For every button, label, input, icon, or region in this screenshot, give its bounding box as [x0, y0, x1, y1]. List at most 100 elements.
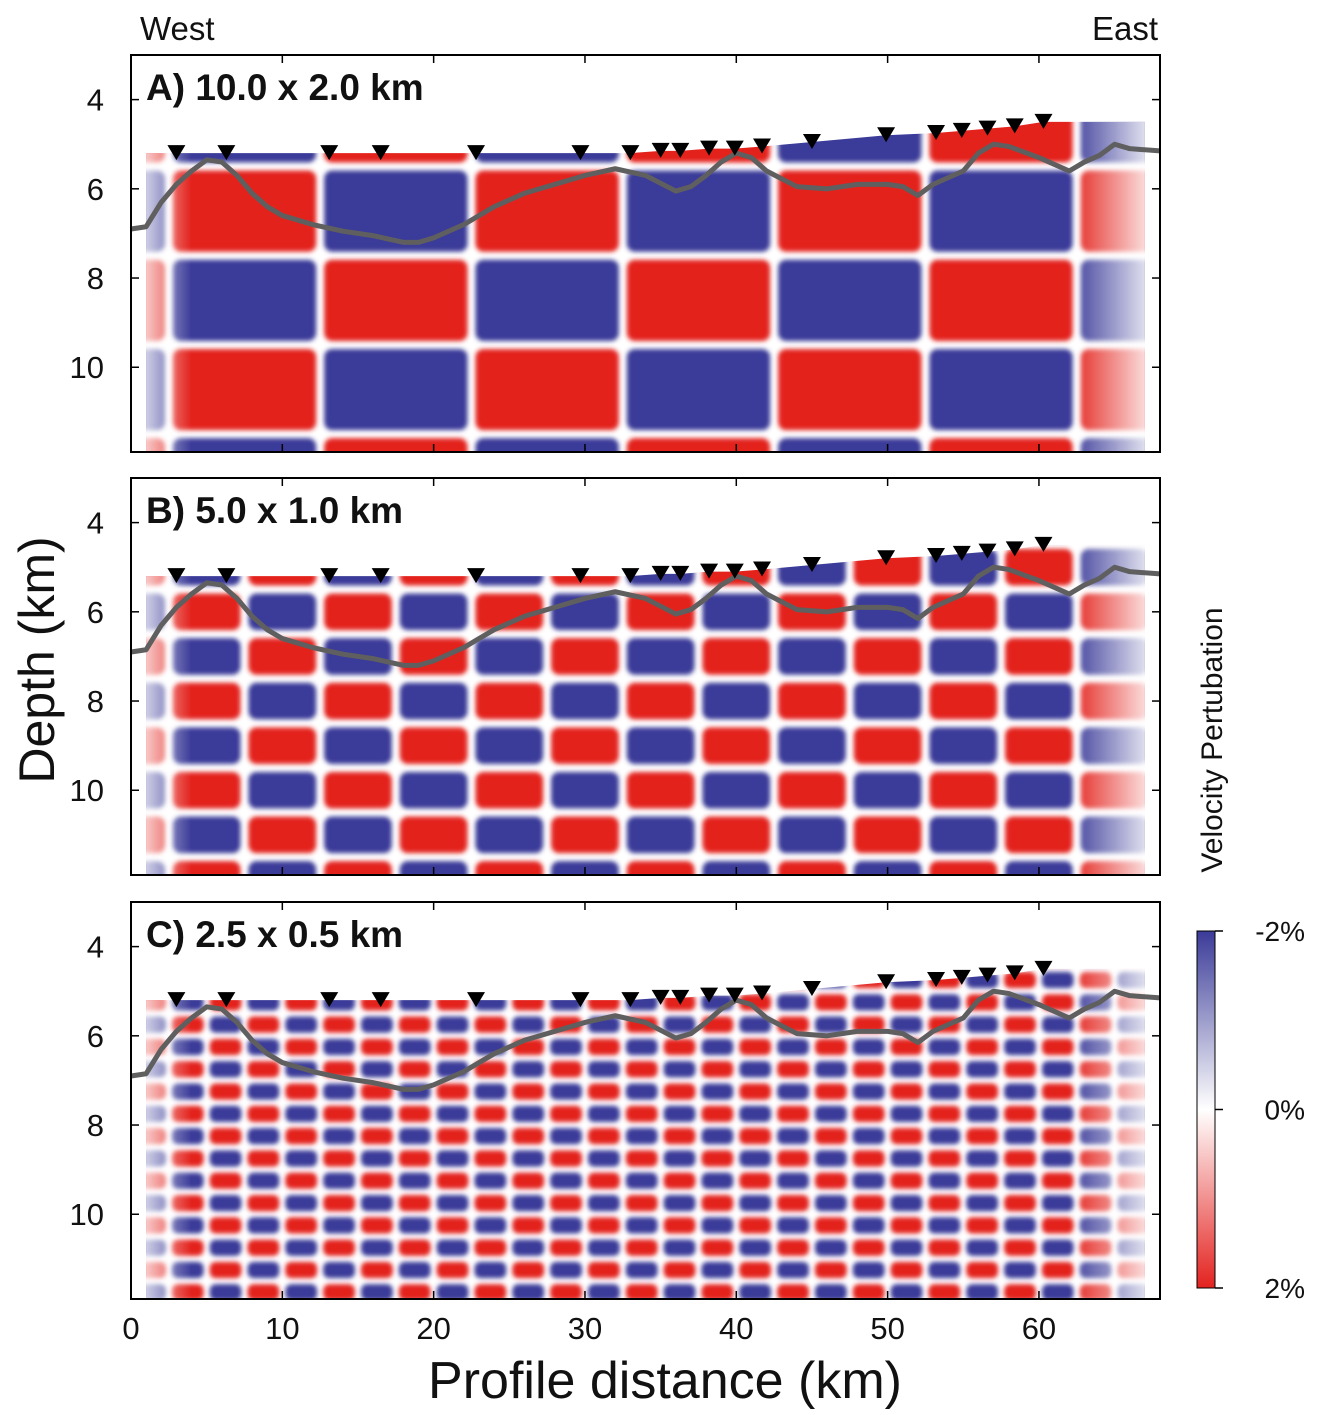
checker-cell: [890, 1217, 923, 1234]
checker-cell: [323, 1194, 355, 1212]
station: [978, 967, 997, 983]
checker-cell: [814, 1128, 847, 1145]
checker-cell: [436, 1016, 469, 1033]
checker-cell: [1041, 1038, 1074, 1056]
checker-cell: [739, 1016, 772, 1033]
checker-cell: [475, 593, 544, 631]
checker-cell: [512, 1016, 545, 1033]
checker-cell: [853, 593, 922, 631]
checker-cell: [361, 1284, 393, 1299]
station: [1034, 960, 1053, 976]
checker-cell: [474, 1016, 507, 1033]
checker-cell: [853, 682, 922, 720]
checker-cell: [1041, 971, 1074, 989]
checker-cell: [1004, 927, 1036, 943]
checker-cell: [550, 1239, 582, 1256]
checker-cell: [324, 861, 392, 875]
checker-cell: [1080, 927, 1112, 943]
station: [320, 568, 339, 584]
checker-cell: [248, 682, 317, 720]
checker-cell: [209, 1038, 242, 1056]
checker-cell: [285, 1083, 318, 1100]
checker-cell: [399, 682, 468, 720]
checker-cell: [929, 348, 1073, 431]
station: [952, 969, 971, 985]
station: [467, 992, 486, 1008]
checker-cell: [625, 1194, 658, 1212]
checker-cell: [1041, 1061, 1074, 1078]
checker-cell: [777, 1128, 809, 1145]
checker-cell: [436, 1284, 469, 1299]
station: [571, 145, 590, 161]
station: [700, 987, 719, 1003]
checker-cell: [929, 593, 998, 631]
checker-cell: [890, 1261, 923, 1279]
checker-cell: [248, 861, 317, 875]
checker-cell: [550, 950, 582, 966]
station: [877, 550, 896, 566]
checker-cell: [626, 950, 658, 966]
checker-cell: [929, 170, 1073, 252]
checker-cell: [664, 950, 696, 966]
checker-cell: [702, 682, 771, 720]
checker-cell: [815, 905, 847, 921]
edge-fade: [1069, 121, 1145, 452]
checker-cell: [474, 1083, 507, 1100]
checker-cell: [625, 1061, 658, 1078]
checker-cell: [323, 1038, 355, 1056]
checker-cell: [777, 1284, 809, 1299]
checker-cell: [512, 1217, 545, 1234]
checker-cell: [928, 1194, 961, 1212]
checker-cell: [1005, 816, 1073, 854]
checker-cell: [625, 1038, 658, 1056]
checker-cell: [285, 1284, 318, 1299]
checker-cell: [1004, 1038, 1036, 1056]
checker-cell: [248, 816, 317, 854]
station: [651, 989, 670, 1005]
checker-cell: [739, 1150, 772, 1167]
checker-cell: [966, 1217, 999, 1234]
checker-cell: [247, 971, 280, 989]
checker-cell: [512, 1061, 545, 1078]
checker-cell: [399, 816, 468, 854]
checker-cell: [399, 861, 468, 875]
checker-cell: [702, 771, 771, 809]
checker-cell: [625, 1172, 658, 1189]
checker-cell: [890, 1061, 923, 1078]
checker-cell: [399, 927, 431, 943]
checker-cell: [966, 1016, 999, 1033]
checker-cell: [323, 1172, 355, 1189]
checker-cell: [625, 1217, 658, 1234]
checker-cell: [663, 1105, 696, 1123]
station: [725, 563, 744, 579]
station: [467, 568, 486, 584]
checker-cell: [929, 861, 998, 875]
station: [802, 980, 821, 996]
checker-cell: [890, 1150, 923, 1167]
checker-cell: [1004, 1284, 1036, 1299]
checker-cell: [436, 971, 469, 989]
checker-cell: [1118, 905, 1150, 921]
checker-cell: [323, 971, 355, 989]
checker-cell: [625, 1128, 658, 1145]
checker-cell: [323, 1217, 355, 1234]
checker-cell: [778, 861, 846, 875]
checker-cell: [853, 905, 885, 921]
checker-cell: [399, 548, 468, 586]
checker-cell: [814, 1284, 847, 1299]
checker-cell: [966, 1239, 999, 1256]
checker-cell: [702, 504, 770, 541]
checker-cell: [815, 927, 847, 943]
checker-cell: [247, 1150, 280, 1167]
checker-cell: [398, 1038, 431, 1056]
checker-cell: [512, 1239, 545, 1256]
checker-cell: [285, 1194, 318, 1212]
checker-cell: [702, 727, 771, 764]
y-tick-label: 6: [87, 595, 104, 630]
x-tick-label: 30: [568, 1311, 602, 1346]
checker-cell: [814, 1194, 847, 1212]
checker-cell: [890, 1083, 923, 1100]
checker-cell: [247, 1061, 280, 1078]
checker-cell: [777, 1261, 809, 1279]
